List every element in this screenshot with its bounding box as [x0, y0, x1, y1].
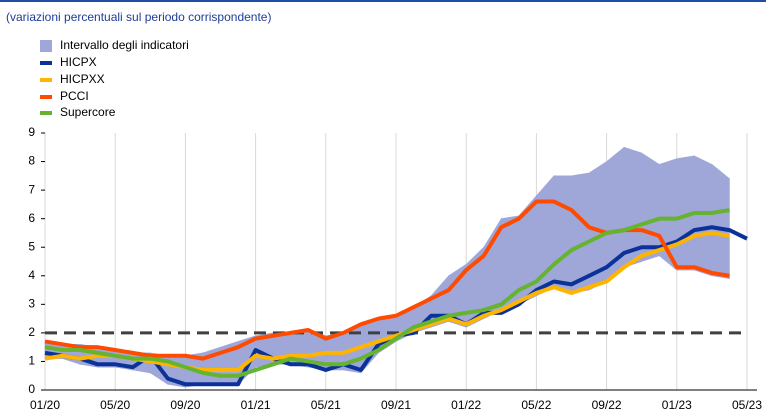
x-tick-label: 09/21	[381, 398, 411, 412]
y-tick-label: 1	[28, 354, 35, 368]
x-tick-label: 09/22	[592, 398, 622, 412]
legend-label: HICPXX	[60, 72, 105, 86]
x-tick-label: 09/20	[170, 398, 200, 412]
y-tick-label: 0	[28, 382, 35, 396]
legend-label: Supercore	[60, 105, 116, 119]
x-tick-label: 05/20	[100, 398, 130, 412]
band-segment	[553, 175, 572, 294]
y-tick-label: 2	[28, 325, 35, 339]
x-tick-label: 01/23	[662, 398, 692, 412]
y-tick-label: 7	[28, 182, 35, 196]
legend-swatch	[40, 40, 52, 52]
y-tick-label: 6	[28, 211, 35, 225]
x-tick-label: 01/22	[451, 398, 481, 412]
y-tick-label: 3	[28, 297, 35, 311]
y-tick-label: 8	[28, 154, 35, 168]
chart-subtitle: (variazioni percentuali sul periodo corr…	[6, 10, 271, 24]
y-tick-label: 4	[28, 268, 35, 282]
x-tick-label: 05/23	[732, 398, 762, 412]
x-tick-label: 05/21	[311, 398, 341, 412]
legend-label: PCCI	[60, 89, 89, 103]
band-segment	[711, 163, 730, 279]
x-tick-label: 01/21	[241, 398, 271, 412]
x-tick-label: 05/22	[521, 398, 551, 412]
band-segment	[694, 155, 713, 277]
x-tick-label: 01/20	[30, 398, 60, 412]
series-line	[44, 230, 730, 373]
legend-label: Intervallo degli indicatori	[60, 38, 189, 52]
series-line	[44, 208, 730, 378]
y-tick-label: 9	[28, 125, 35, 139]
y-tick-label: 5	[28, 239, 35, 253]
legend-label: HICPX	[60, 55, 97, 69]
